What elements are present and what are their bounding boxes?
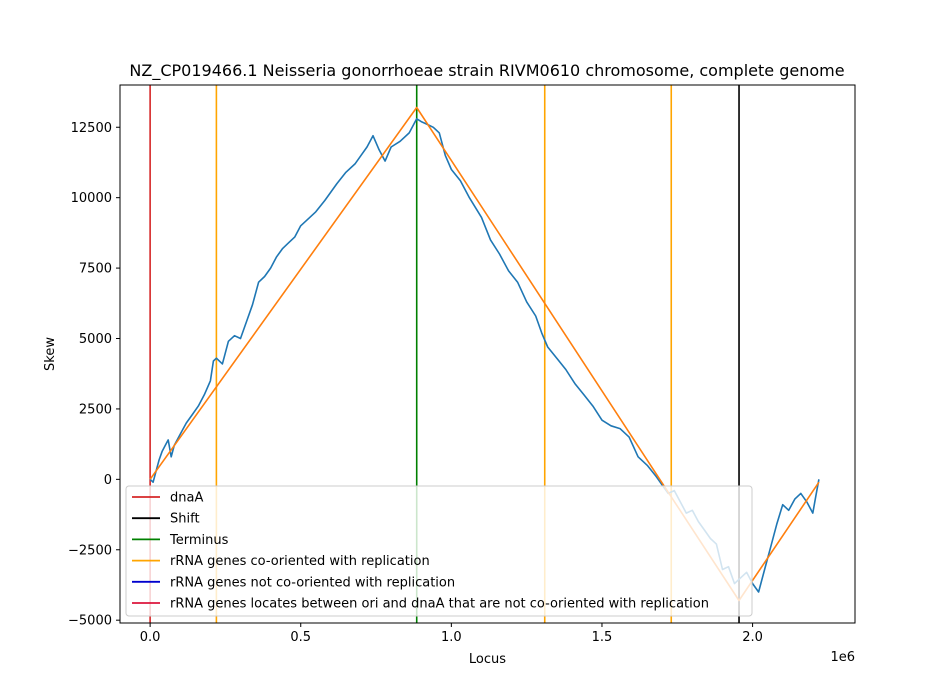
y-tick-label: −2500 [68,543,112,558]
legend-label-1: Shift [170,512,200,527]
y-tick-label: 10000 [71,191,112,206]
legend-label-0: dnaA [170,491,203,506]
legend: dnaA Shift Terminus rRNA genes co-oriented … [125,485,753,617]
y-tick-label: 12500 [71,121,112,136]
x-tick-label: 0.5 [290,630,311,645]
legend-label-4: rRNA genes not co-oriented with replicat… [170,575,455,590]
legend-label-2: Terminus [169,533,229,548]
y-axis-label: Skew [43,337,58,371]
x-axis-label: Locus [469,652,506,667]
y-tick-label: 2500 [79,402,112,417]
x-tick-label: 1.5 [592,630,613,645]
series-line-1 [149,106,820,602]
x-tick-label: 1.0 [441,630,462,645]
legend-label-3: rRNA genes co-oriented with replication [170,554,430,569]
legend-box [125,485,753,617]
legend-label-5: rRNA genes locates between ori and dnaA … [170,597,709,612]
y-axis-ticks: −5000 −2500 0 2500 5000 7500 10000 12500 [68,121,120,629]
chart-title: NZ_CP019466.1 Neisseria gonorrhoeae stra… [129,61,844,81]
plot-frame [119,84,856,624]
x-axis-offset-label: 1e6 [830,650,855,665]
y-tick-label: 0 [104,473,112,488]
x-tick-label: 0.0 [140,630,161,645]
y-tick-label: −5000 [68,614,112,629]
x-tick-label: 2.0 [742,630,763,645]
y-tick-label: 7500 [79,262,112,277]
y-tick-label: 5000 [79,332,112,347]
x-axis-ticks: 0.0 0.5 1.0 1.5 2.0 [140,623,763,645]
